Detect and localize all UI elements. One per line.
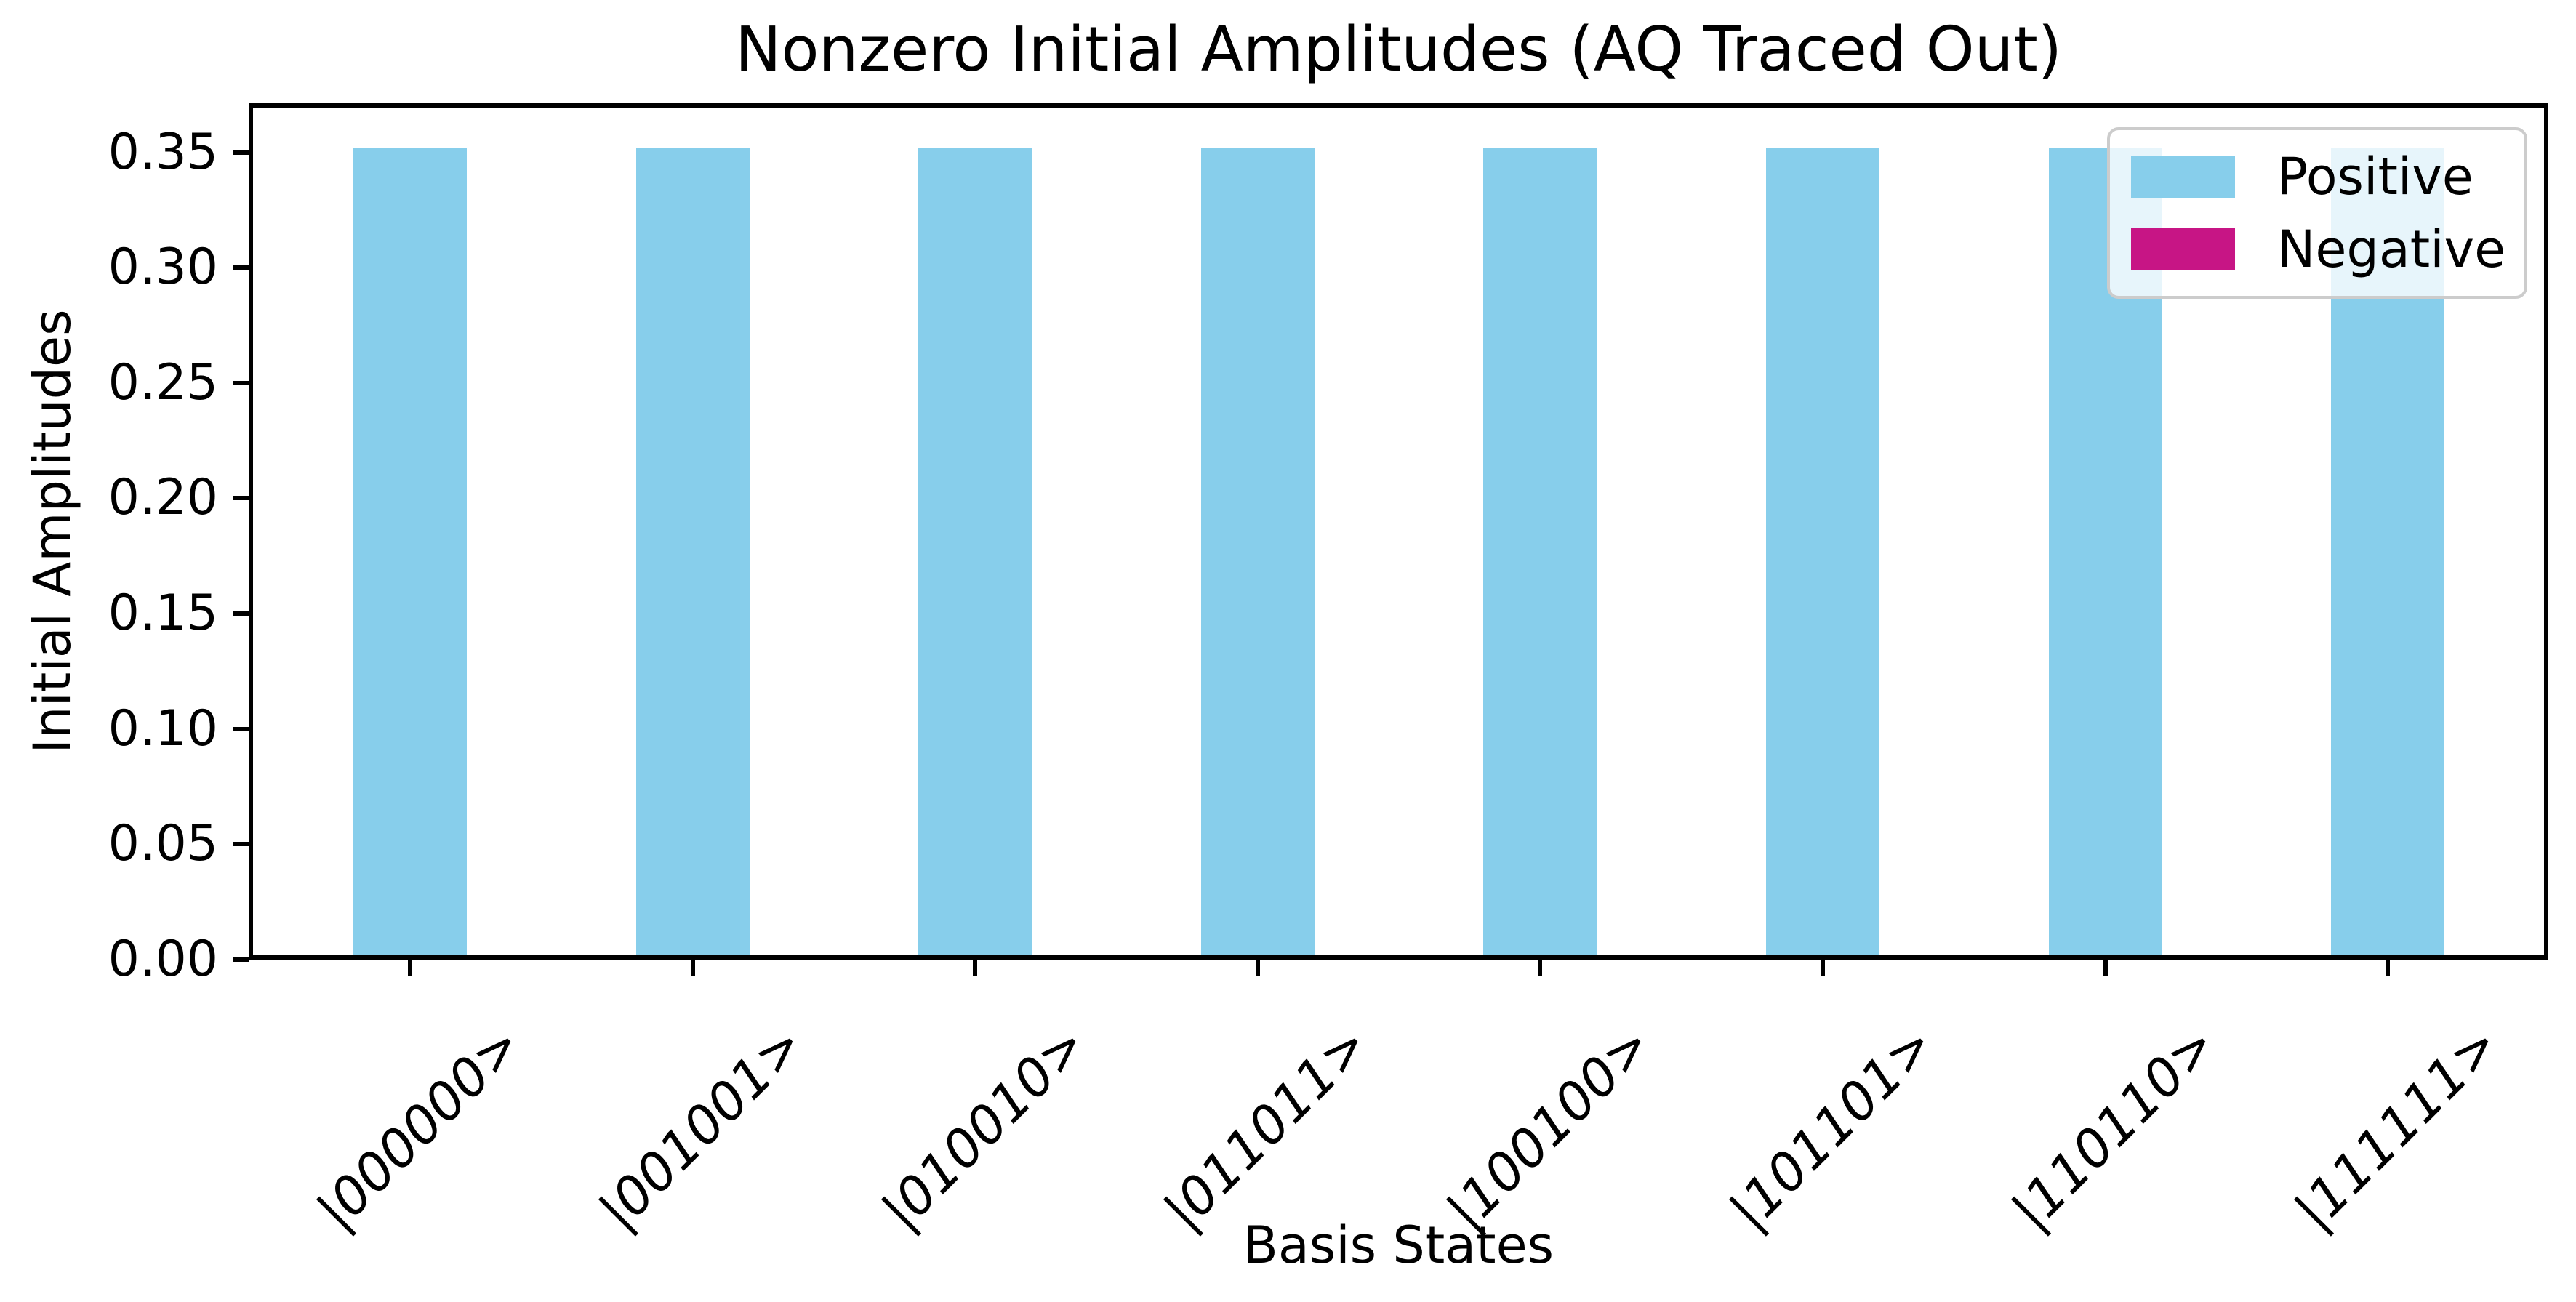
y-tick-0.25 xyxy=(233,380,249,385)
x-tick-6 xyxy=(2103,960,2108,976)
y-tick-label-0.30: 0.30 xyxy=(108,238,218,297)
x-tick-label-3: |011011> xyxy=(1152,1013,1381,1242)
x-tick-4 xyxy=(1538,960,1543,976)
x-tick-label-4: |100100> xyxy=(1435,1013,1664,1242)
x-tick-0 xyxy=(408,960,412,976)
chart-title: Nonzero Initial Amplitudes (AQ Traced Ou… xyxy=(734,14,2063,86)
x-tick-1 xyxy=(690,960,695,976)
x-tick-label-0: |000000> xyxy=(305,1013,534,1242)
y-tick-0.00 xyxy=(233,957,249,962)
bar-positive-1 xyxy=(635,148,750,955)
bar-positive-5 xyxy=(1766,148,1879,955)
y-tick-0.35 xyxy=(233,150,249,155)
y-tick-label-0.10: 0.10 xyxy=(108,699,218,758)
legend-label-positive: Positive xyxy=(2277,147,2473,207)
x-tick-label-6: |110110> xyxy=(2000,1013,2228,1242)
x-axis-label: Basis States xyxy=(1243,1215,1554,1275)
y-axis-label: Initial Amplitudes xyxy=(23,309,82,754)
y-tick-label-0.00: 0.00 xyxy=(108,931,218,988)
y-tick-0.15 xyxy=(233,611,249,616)
y-tick-0.05 xyxy=(233,842,249,847)
x-tick-7 xyxy=(2386,960,2391,976)
x-tick-3 xyxy=(1255,960,1260,976)
x-tick-label-7: |111111> xyxy=(2282,1013,2511,1242)
y-tick-label-0.15: 0.15 xyxy=(108,584,218,643)
x-tick-2 xyxy=(973,960,978,976)
y-tick-label-0.25: 0.25 xyxy=(108,353,218,411)
y-tick-label-0.20: 0.20 xyxy=(108,469,218,527)
bar-positive-4 xyxy=(1483,148,1597,955)
x-tick-label-5: |101101> xyxy=(1717,1013,1946,1242)
bar-positive-2 xyxy=(918,148,1032,955)
y-tick-0.20 xyxy=(233,496,249,501)
y-tick-label-0.05: 0.05 xyxy=(108,815,218,873)
x-tick-label-2: |010010> xyxy=(870,1013,1099,1242)
y-tick-0.10 xyxy=(233,726,249,731)
legend-item-negative: Negative xyxy=(2131,224,2524,275)
legend: Positive Negative xyxy=(2107,127,2527,299)
y-tick-label-0.35: 0.35 xyxy=(108,123,218,181)
y-tick-0.30 xyxy=(233,265,249,270)
legend-label-negative: Negative xyxy=(2277,219,2506,279)
x-tick-label-1: |001001> xyxy=(587,1013,816,1242)
negative-swatch xyxy=(2131,228,2235,270)
positive-swatch xyxy=(2131,156,2235,198)
legend-item-positive: Positive xyxy=(2131,151,2524,202)
bar-positive-3 xyxy=(1200,148,1315,955)
bar-positive-0 xyxy=(353,148,467,955)
x-tick-5 xyxy=(1821,960,1825,976)
